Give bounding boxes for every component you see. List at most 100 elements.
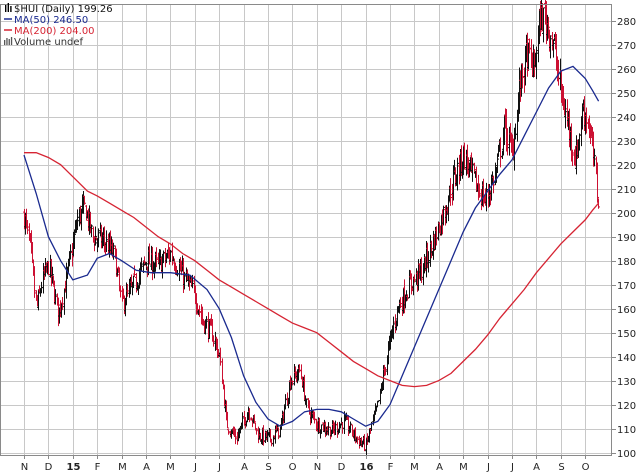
y-tick-label: 130: [617, 377, 636, 388]
svg-text:MA(50) 246.50: MA(50) 246.50: [14, 15, 88, 26]
y-tick-label: 200: [617, 209, 636, 220]
price-bar: [241, 412, 244, 429]
price-bar: [485, 182, 488, 212]
price-bar: [234, 428, 237, 445]
price-bar: [145, 261, 148, 271]
price-bar: [105, 230, 108, 253]
price-bar: [521, 63, 524, 89]
price-bar: [212, 335, 215, 347]
x-tick-label: 15: [67, 462, 81, 473]
y-tick-label: 160: [617, 305, 636, 316]
price-bar: [94, 226, 97, 246]
legend-title-value: 199.26: [78, 4, 113, 15]
x-tick-label: M: [166, 462, 175, 473]
price-bar: [427, 251, 430, 273]
price-bar: [564, 99, 567, 129]
price-bar: [85, 205, 88, 221]
x-tick-label: F: [95, 462, 101, 473]
x-axis-labels: N D 15 F M A M J J A S O N D 16 F M A M J J A S O: [21, 455, 590, 473]
price-bar: [571, 149, 574, 166]
y-axis-labels: 100 110 120 130 140 150 160 170 180 190 200 210 220 2…: [612, 17, 636, 460]
price-bar: [133, 265, 136, 278]
legend-volume-label: Volume undef: [14, 37, 84, 48]
price-bar: [140, 257, 143, 271]
y-tick-label: 140: [617, 353, 636, 364]
x-tick-label: A: [436, 462, 443, 473]
ma50-line: [23, 65, 600, 427]
price-bar: [471, 157, 474, 182]
price-bar: [363, 434, 366, 452]
y-tick-label: 190: [617, 233, 636, 244]
bar-chart-icon: [5, 3, 12, 12]
price-bars: [23, 0, 600, 456]
price-bar: [69, 244, 72, 260]
price-bar: [277, 427, 280, 440]
price-bar: [399, 297, 402, 309]
price-bar: [456, 157, 459, 191]
price-bar: [349, 421, 352, 433]
price-bar: [552, 39, 555, 58]
x-tick-label: 16: [360, 462, 374, 473]
price-bar: [226, 411, 229, 429]
price-bar: [51, 266, 54, 284]
x-tick-label: M: [459, 462, 468, 473]
legend-title: $HUI (Daily): [14, 4, 75, 15]
ma200-line: [24, 152, 600, 388]
x-tick-label: J: [510, 462, 514, 473]
legend-ma50-value: 246.50: [53, 15, 88, 26]
x-tick-label: A: [533, 462, 540, 473]
price-bar: [478, 183, 481, 198]
y-tick-label: 230: [617, 137, 636, 148]
price-bar: [148, 243, 151, 265]
price-bar: [291, 380, 294, 386]
price-bar: [83, 195, 86, 205]
price-bar: [198, 305, 201, 317]
price-bar: [255, 427, 258, 435]
price-bar: [26, 219, 29, 235]
svg-text:$HUI (Daily) 199.26: $HUI (Daily) 199.26: [14, 4, 113, 15]
price-bar: [413, 274, 416, 283]
price-bar: [112, 242, 115, 260]
x-tick-label: A: [143, 462, 150, 473]
x-tick-label: N: [314, 462, 321, 473]
x-tick-label: M: [410, 462, 419, 473]
price-bar: [410, 273, 413, 295]
price-bar: [90, 224, 93, 237]
price-bar: [162, 250, 165, 264]
y-tick-label: 270: [617, 41, 636, 52]
y-tick-label: 170: [617, 281, 636, 292]
price-bar: [61, 296, 64, 311]
price-bar: [262, 425, 265, 446]
price-bar: [33, 266, 36, 298]
price-bar: [533, 49, 536, 78]
price-bar: [449, 178, 452, 206]
x-tick-label: D: [338, 462, 346, 473]
price-bar: [253, 414, 256, 424]
y-tick-label: 120: [617, 401, 636, 412]
legend-ma200-value: 204.00: [60, 26, 95, 37]
y-tick-label: 150: [617, 329, 636, 340]
volume-bars-icon: [4, 37, 13, 45]
y-tick-label: 240: [617, 113, 636, 124]
y-tick-label: 210: [617, 185, 636, 196]
legend-ma50-label: MA(50): [14, 15, 50, 26]
y-tick-label: 280: [617, 17, 636, 28]
price-bar: [528, 38, 531, 54]
price-bar: [284, 394, 287, 410]
price-bar: [47, 261, 50, 276]
y-tick-label: 180: [617, 257, 636, 268]
price-bar: [298, 364, 301, 373]
x-tick-label: F: [388, 462, 394, 473]
y-tick-label: 250: [617, 89, 636, 100]
price-bar: [356, 436, 359, 445]
price-bar: [435, 226, 438, 246]
svg-text:MA(200) 204.00: MA(200) 204.00: [14, 26, 95, 37]
price-bar: [155, 247, 158, 268]
price-bar: [169, 249, 172, 263]
price-bar: [506, 128, 509, 156]
price-bar: [329, 426, 332, 440]
price-bar: [97, 228, 100, 248]
plot-frame: [0, 4, 612, 456]
x-tick-label: A: [241, 462, 248, 473]
